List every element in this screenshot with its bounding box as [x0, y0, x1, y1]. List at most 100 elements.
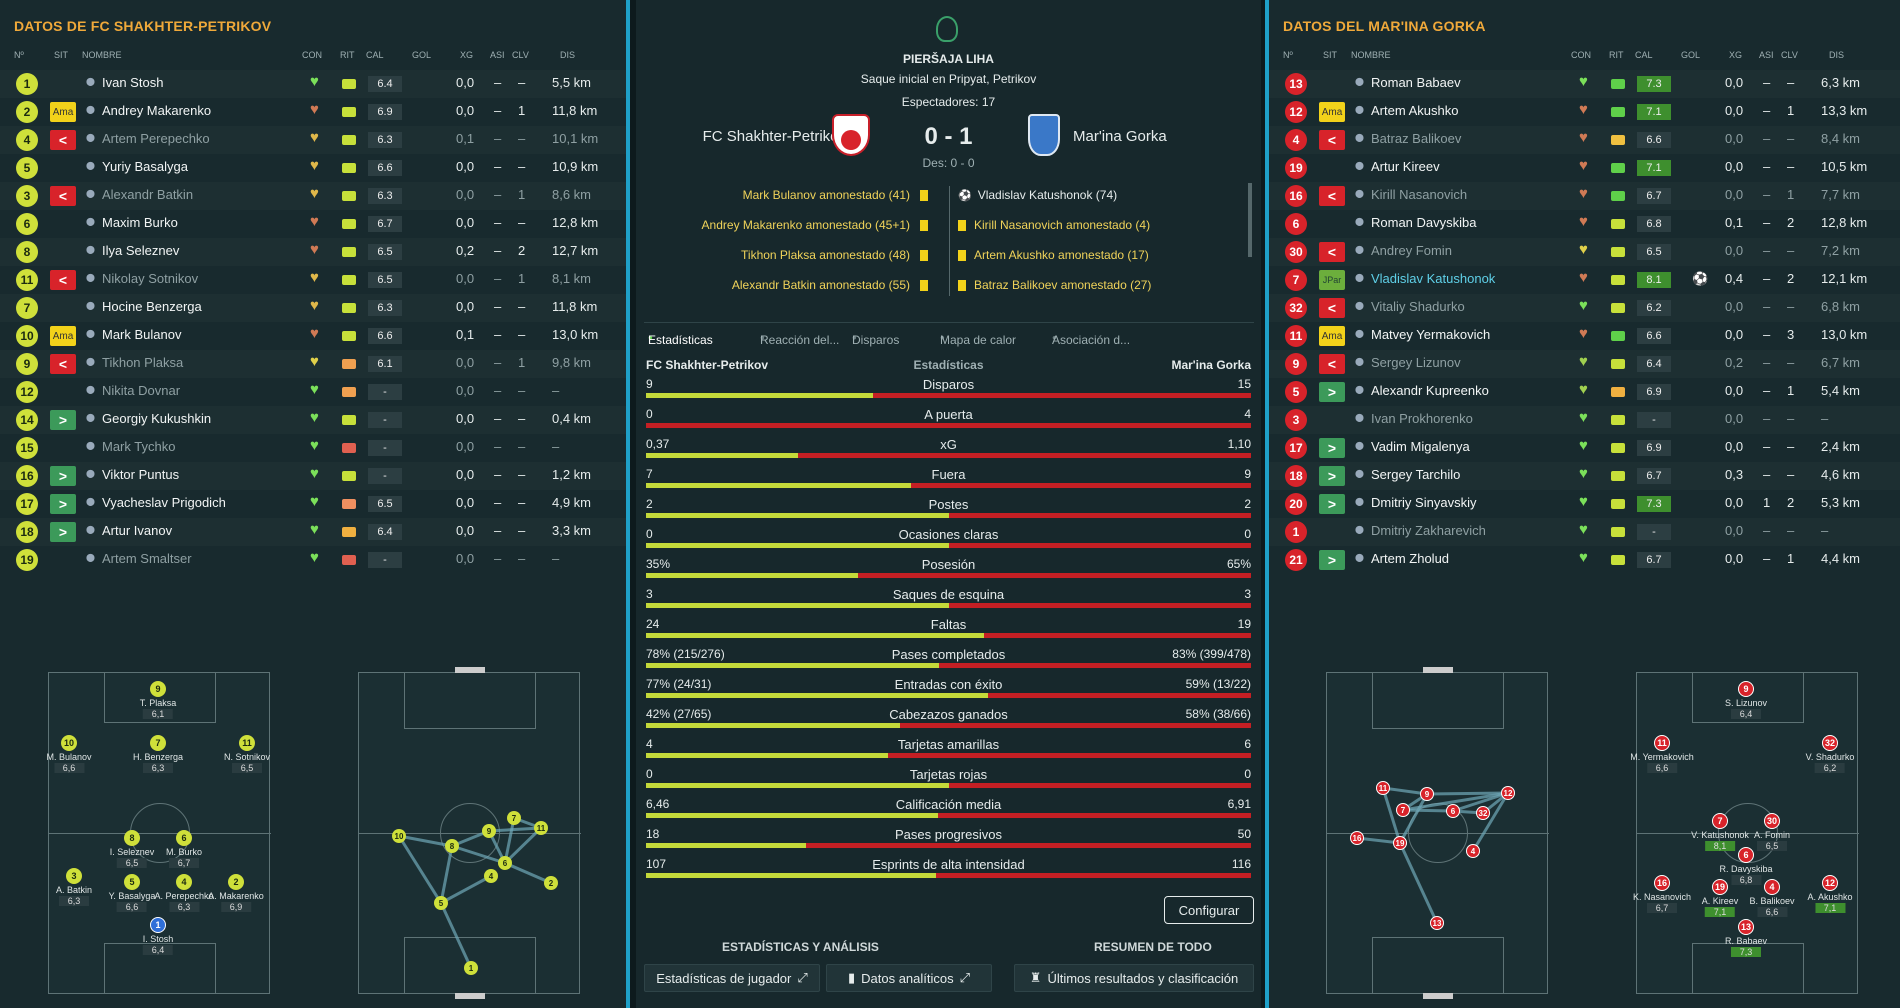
player-name[interactable]: Artem Zholud [1371, 551, 1450, 566]
player-name[interactable]: Ivan Prokhorenko [1371, 411, 1473, 426]
player-position-marker[interactable]: 30 [1764, 813, 1780, 829]
pass-map-node[interactable]: 7 [1396, 803, 1410, 817]
player-row[interactable]: 20 > ⬤ Dmitriy Sinyavskiy ♥ 7.3 0,0 1 2 5,3 km [1269, 490, 1900, 518]
player-row[interactable]: 18 > ⬤ Sergey Tarchilo ♥ 6.7 0,3 – – 4,6 km [1269, 462, 1900, 490]
analytics-data-button[interactable]: ▮ Datos analíticos ⤢ [826, 964, 992, 992]
player-row[interactable]: 21 > ⬤ Artem Zholud ♥ 6.7 0,0 – 1 4,4 km [1269, 546, 1900, 574]
player-row[interactable]: 6 ⬤ Roman Davyskiba ♥ 6.8 0,1 – 2 12,8 km [1269, 210, 1900, 238]
player-row[interactable]: 7 JPar ⬤ Vladislav Katushonok ♥ 8.1 ⚽ 0,4 – 2 12,1… [1269, 266, 1900, 294]
player-row[interactable]: 10 Ama ⬤ Mark Bulanov ♥ 6.6 0,1 – – 13,0 km [0, 322, 626, 350]
pass-map-node[interactable]: 12 [1501, 786, 1515, 800]
column-header[interactable]: Nº [1283, 50, 1293, 60]
player-position-marker[interactable]: 16 [1654, 875, 1670, 891]
player-position-marker[interactable]: 5 [124, 874, 140, 890]
player-row[interactable]: 18 > ⬤ Artur Ivanov ♥ 6.4 0,0 – – 3,3 km [0, 518, 626, 546]
player-name[interactable]: Matvey Yermakovich [1371, 327, 1491, 342]
player-name[interactable]: Dmitriy Zakharevich [1371, 523, 1486, 538]
player-position-marker[interactable]: 3 [66, 868, 82, 884]
player-position-marker[interactable]: 19 [1712, 879, 1728, 895]
player-position-marker[interactable]: 9 [1738, 681, 1754, 697]
player-row[interactable]: 30 < ⬤ Andrey Fomin ♥ 6.5 0,0 – – 7,2 km [1269, 238, 1900, 266]
player-name[interactable]: Ivan Stosh [102, 75, 164, 90]
player-row[interactable]: 7 ⬤ Hocine Benzerga ♥ 6.3 0,0 – – 11,8 km [0, 294, 626, 322]
player-name[interactable]: Ilya Seleznev [102, 243, 180, 258]
player-name[interactable]: Andrey Fomin [1371, 243, 1452, 258]
player-name[interactable]: Hocine Benzerga [102, 299, 202, 314]
results-standings-button[interactable]: ♜ Últimos resultados y clasificación [1014, 964, 1254, 992]
pass-map-node[interactable]: 5 [434, 896, 448, 910]
pass-map-node[interactable]: 9 [1420, 787, 1434, 801]
player-row[interactable]: 1 ⬤ Dmitriy Zakharevich ♥ - 0,0 – – – [1269, 518, 1900, 546]
player-row[interactable]: 17 > ⬤ Vadim Migalenya ♥ 6.9 0,0 – – 2,4 km [1269, 434, 1900, 462]
player-position-marker[interactable]: 2 [228, 874, 244, 890]
player-name[interactable]: Viktor Puntus [102, 467, 180, 482]
player-name[interactable]: Batraz Balikoev [1371, 131, 1462, 146]
player-row[interactable]: 12 Ama ⬤ Artem Akushko ♥ 7.1 0,0 – 1 13,3 km [1269, 98, 1900, 126]
column-header[interactable]: GOL [412, 50, 432, 60]
player-row[interactable]: 13 ⬤ Roman Babaev ♥ 7.3 0,0 – – 6,3 km [1269, 70, 1900, 98]
player-name[interactable]: Mark Bulanov [102, 327, 182, 342]
player-position-marker[interactable]: 13 [1738, 919, 1754, 935]
player-row[interactable]: 19 ⬤ Artur Kireev ♥ 7.1 0,0 – – 10,5 km [1269, 154, 1900, 182]
player-stats-button[interactable]: Estadísticas de jugador ⤢ [644, 964, 820, 992]
player-name[interactable]: Maxim Burko [102, 215, 178, 230]
pass-map-node[interactable]: 10 [392, 829, 406, 843]
pass-map-node[interactable]: 16 [1350, 831, 1364, 845]
player-name[interactable]: Tikhon Plaksa [102, 355, 184, 370]
player-row[interactable]: 11 Ama ⬤ Matvey Yermakovich ♥ 6.6 0,0 – 3 13,0 km [1269, 322, 1900, 350]
column-header[interactable]: CON [302, 50, 322, 60]
player-row[interactable]: 15 ⬤ Mark Tychko ♥ - 0,0 – – – [0, 434, 626, 462]
player-name[interactable]: Alexandr Batkin [102, 187, 194, 202]
column-header[interactable]: DIS [1829, 50, 1845, 60]
player-name[interactable]: Sergey Lizunov [1371, 355, 1461, 370]
column-header[interactable]: ASI [1759, 50, 1774, 60]
column-header[interactable]: CLV [1781, 50, 1798, 60]
player-row[interactable]: 2 Ama ⬤ Andrey Makarenko ♥ 6.9 0,0 – 1 11,8 km [0, 98, 626, 126]
column-header[interactable]: Nº [14, 50, 24, 60]
column-header[interactable]: CLV [512, 50, 529, 60]
player-row[interactable]: 16 > ⬤ Viktor Puntus ♥ - 0,0 – – 1,2 km [0, 462, 626, 490]
player-position-marker[interactable]: 32 [1822, 735, 1838, 751]
player-name[interactable]: Vitaliy Shadurko [1371, 299, 1465, 314]
pass-map-node[interactable]: 19 [1393, 836, 1407, 850]
player-position-marker[interactable]: 7 [1712, 813, 1728, 829]
player-row[interactable]: 32 < ⬤ Vitaliy Shadurko ♥ 6.2 0,0 – – 6,8 km [1269, 294, 1900, 322]
pass-map-node[interactable]: 7 [507, 811, 521, 825]
player-position-marker[interactable]: 11 [1654, 735, 1670, 751]
pass-map-node[interactable]: 13 [1430, 916, 1444, 930]
column-header[interactable]: NOMBRE [82, 50, 122, 60]
column-header[interactable]: SIT [54, 50, 69, 60]
column-header[interactable]: SIT [1323, 50, 1338, 60]
pass-map-node[interactable]: 11 [1376, 781, 1390, 795]
player-row[interactable]: 14 > ⬤ Georgiy Kukushkin ♥ - 0,0 – – 0,4 km [0, 406, 626, 434]
pass-map-node[interactable]: 9 [482, 824, 496, 838]
pass-map-node[interactable]: 4 [484, 869, 498, 883]
player-row[interactable]: 11 < ⬤ Nikolay Sotnikov ♥ 6.5 0,0 – 1 8,1 km [0, 266, 626, 294]
column-header[interactable]: RIT [340, 50, 355, 60]
events-scrollbar[interactable] [1248, 183, 1252, 257]
player-position-marker[interactable]: 11 [239, 735, 255, 751]
player-name[interactable]: Vyacheslav Prigodich [102, 495, 226, 510]
column-header[interactable]: GOL [1681, 50, 1701, 60]
player-name[interactable]: Mark Tychko [102, 439, 176, 454]
player-position-marker[interactable]: 10 [61, 735, 77, 751]
column-header[interactable]: NOMBRE [1351, 50, 1391, 60]
pass-map-node[interactable]: 4 [1466, 844, 1480, 858]
player-name[interactable]: Roman Babaev [1371, 75, 1461, 90]
column-header[interactable]: CON [1571, 50, 1591, 60]
player-row[interactable]: 5 > ⬤ Alexandr Kupreenko ♥ 6.9 0,0 – 1 5,4 km [1269, 378, 1900, 406]
player-position-marker[interactable]: 6 [176, 830, 192, 846]
player-position-marker[interactable]: 8 [124, 830, 140, 846]
pass-map-node[interactable]: 2 [544, 876, 558, 890]
player-row[interactable]: 1 ⬤ Ivan Stosh ♥ 6.4 0,0 – – 5,5 km [0, 70, 626, 98]
player-name[interactable]: Artem Akushko [1371, 103, 1459, 118]
player-row[interactable]: 4 < ⬤ Artem Perepechko ♥ 6.3 0,1 – – 10,1 km [0, 126, 626, 154]
player-position-marker[interactable]: 9 [150, 681, 166, 697]
column-header[interactable]: RIT [1609, 50, 1624, 60]
player-position-marker[interactable]: 4 [1764, 879, 1780, 895]
player-row[interactable]: 19 ⬤ Artem Smaltser ♥ - 0,0 – – – [0, 546, 626, 574]
player-row[interactable]: 12 ⬤ Nikita Dovnar ♥ - 0,0 – – – [0, 378, 626, 406]
pass-map-node[interactable]: 1 [464, 961, 478, 975]
column-header[interactable]: CAL [366, 50, 384, 60]
pass-map-node[interactable]: 11 [534, 821, 548, 835]
